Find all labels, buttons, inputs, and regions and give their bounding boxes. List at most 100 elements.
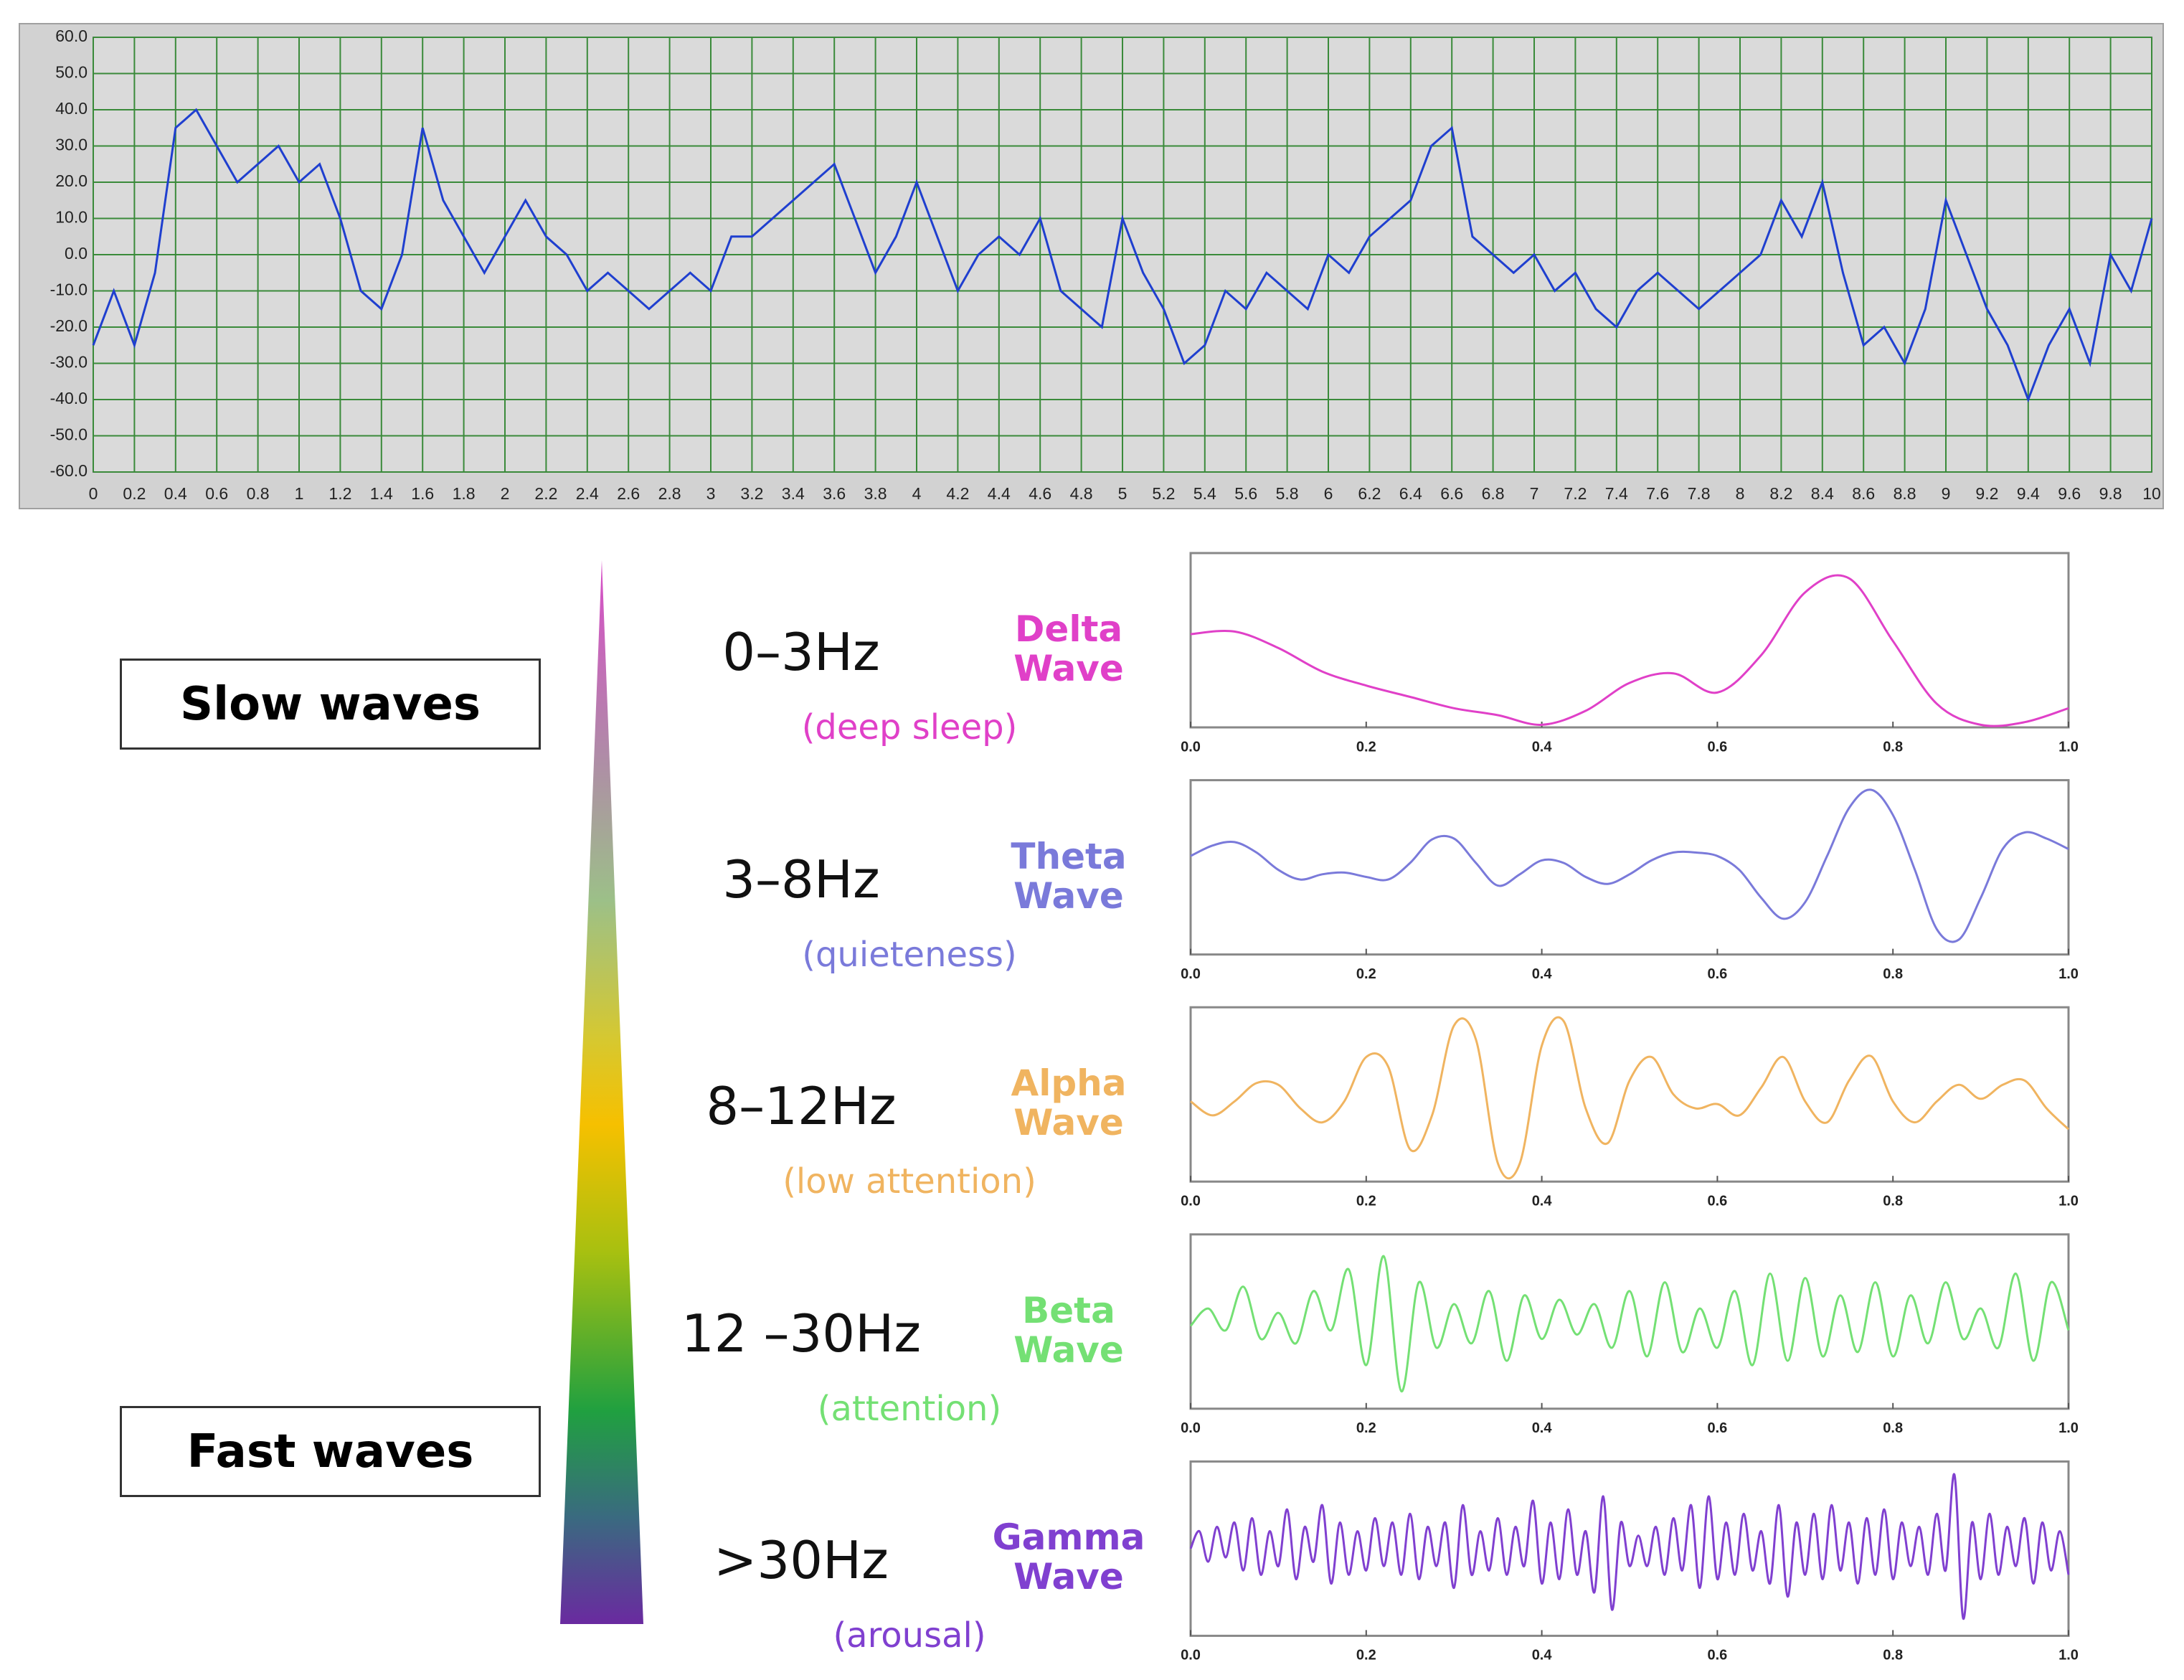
x-tick-label: 6.8 — [1482, 484, 1505, 503]
wave-line — [1189, 1473, 2070, 1620]
x-tick-label: 0.8 — [1883, 1193, 1903, 1209]
wave-line — [1190, 574, 2069, 727]
x-tick-label: 0.0 — [1181, 1193, 1201, 1209]
x-tick-label: 0.8 — [1883, 1648, 1903, 1664]
x-tick-label: 8 — [1736, 484, 1745, 503]
x-tick-label: 7.2 — [1564, 484, 1587, 503]
x-tick-label: 8.2 — [1769, 484, 1792, 503]
x-tick-label: 5.4 — [1193, 484, 1216, 503]
x-tick-label: 0.6 — [205, 484, 228, 503]
eeg-line — [92, 108, 2153, 403]
x-tick-label: 7.4 — [1605, 484, 1628, 503]
y-tick-label: 40.0 — [55, 99, 88, 118]
x-tick-label: 6.6 — [1440, 484, 1463, 503]
x-tick-label: 10 — [2142, 484, 2161, 503]
x-tick-label: 1 — [295, 484, 304, 503]
state-label: (low attention) — [783, 1161, 1036, 1202]
band-label: 0–3Hz — [722, 622, 880, 682]
x-tick-label: 5.8 — [1276, 484, 1299, 503]
x-tick-label: 4.4 — [988, 484, 1011, 503]
x-tick-label: 2.4 — [576, 484, 599, 503]
x-tick-label: 7.8 — [1688, 484, 1711, 503]
x-tick-label: 6 — [1324, 484, 1333, 503]
x-tick-label: 0.4 — [1532, 1420, 1553, 1436]
x-tick-label: 7 — [1530, 484, 1539, 503]
x-tick-label: 1.6 — [411, 484, 434, 503]
state-label: (attention) — [817, 1388, 1002, 1429]
x-tick-label: 5.2 — [1152, 484, 1175, 503]
wave-line — [1190, 1016, 2070, 1179]
x-tick-label: 0.8 — [1883, 966, 1903, 982]
x-tick-label: 3.4 — [782, 484, 805, 503]
x-tick-label: 2.6 — [617, 484, 640, 503]
band-label: 3–8Hz — [722, 849, 880, 910]
x-tick-label: 9.8 — [2099, 484, 2122, 503]
x-tick-label: 0.6 — [1707, 1648, 1727, 1664]
x-tick-label: 0.4 — [1532, 739, 1553, 755]
x-tick-label: 0.4 — [164, 484, 187, 503]
x-tick-label: 1.0 — [2058, 1420, 2079, 1436]
y-tick-label: -20.0 — [50, 316, 88, 335]
x-tick-label: 0.4 — [1532, 1648, 1553, 1664]
y-tick-label: -40.0 — [50, 389, 88, 407]
x-tick-label: 0.6 — [1707, 1193, 1727, 1209]
x-tick-label: 8.6 — [1852, 484, 1875, 503]
x-tick-label: 0.8 — [1883, 739, 1903, 755]
y-tick-label: -10.0 — [50, 280, 88, 299]
state-label: (deep sleep) — [801, 707, 1018, 747]
plot-frame — [1189, 552, 2070, 729]
x-tick-label: 0.2 — [1356, 966, 1376, 982]
frequency-gradient — [560, 560, 643, 1624]
y-tick-label: -60.0 — [50, 461, 88, 480]
x-tick-label: 9 — [1942, 484, 1951, 503]
x-tick-label: 8.4 — [1811, 484, 1834, 503]
x-tick-label: 6.2 — [1358, 484, 1381, 503]
x-tick-label: 9.2 — [1975, 484, 1998, 503]
x-tick-label: 3.8 — [864, 484, 887, 503]
x-tick-label: 0.4 — [1532, 966, 1553, 982]
wave-line — [1190, 788, 2069, 943]
x-tick-label: 2 — [501, 484, 510, 503]
x-tick-label: 0.0 — [1181, 1420, 1201, 1436]
x-tick-label: 1.0 — [2058, 966, 2079, 982]
x-tick-label: 0.2 — [123, 484, 146, 503]
x-tick-label: 0.8 — [247, 484, 270, 503]
x-tick-label: 0.6 — [1707, 1420, 1727, 1436]
x-tick-label: 2.2 — [534, 484, 557, 503]
x-tick-label: 1.8 — [453, 484, 476, 503]
band-label: >30Hz — [714, 1530, 889, 1591]
x-tick-label: 0.2 — [1356, 1193, 1376, 1209]
band-label: 12 –30Hz — [681, 1303, 922, 1364]
x-tick-label: 3.2 — [740, 484, 763, 503]
x-tick-label: 3.6 — [823, 484, 846, 503]
x-tick-label: 4 — [912, 484, 922, 503]
x-tick-label: 0.8 — [1883, 1420, 1903, 1436]
x-tick-label: 0.4 — [1532, 1193, 1553, 1209]
x-tick-label: 1.0 — [2058, 1648, 2079, 1664]
plot-frame — [1189, 779, 2070, 956]
x-tick-label: 1.0 — [2058, 1193, 2079, 1209]
plot-frame — [1189, 1233, 2070, 1410]
x-tick-label: 0.0 — [1181, 739, 1201, 755]
x-tick-label: 0.2 — [1356, 1420, 1376, 1436]
y-tick-label: 20.0 — [55, 171, 88, 190]
y-tick-label: 0.0 — [65, 244, 88, 263]
x-tick-label: 5 — [1118, 484, 1128, 503]
x-tick-label: 9.4 — [2017, 484, 2040, 503]
grid — [93, 37, 2152, 473]
slow-waves-box: Slow waves — [120, 659, 541, 750]
y-tick-label: 10.0 — [55, 208, 88, 227]
x-tick-label: 0.2 — [1356, 1648, 1376, 1664]
x-tick-label: 6.4 — [1399, 484, 1422, 503]
x-tick-label: 4.8 — [1070, 484, 1093, 503]
x-tick-label: 5.6 — [1234, 484, 1257, 503]
x-tick-label: 1.0 — [2058, 739, 2079, 755]
fast-waves-box: Fast waves — [120, 1406, 541, 1497]
x-tick-label: 4.6 — [1029, 484, 1051, 503]
y-tick-label: -50.0 — [50, 425, 88, 444]
plot-frame — [1189, 1006, 2070, 1183]
state-label: (arousal) — [833, 1615, 986, 1656]
x-tick-label: 9.6 — [2058, 484, 2081, 503]
